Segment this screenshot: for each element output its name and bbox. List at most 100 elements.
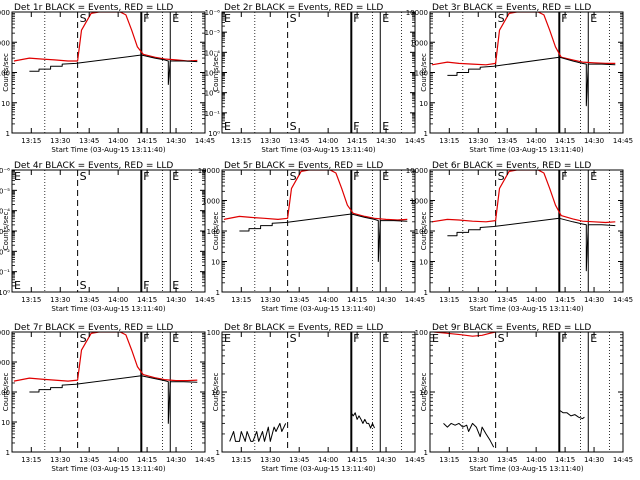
y-tick-label: 10⁻⁴ xyxy=(0,208,10,216)
x-tick-label: 13:30 xyxy=(260,137,280,145)
marker-label: S xyxy=(80,279,87,292)
panel-title: Det 4r BLACK = Events, RED = LLD xyxy=(14,161,173,171)
marker-label: S xyxy=(498,170,505,183)
y-axis-label: Counts/sec xyxy=(420,53,428,92)
panel-title: Det 7r BLACK = Events, RED = LLD xyxy=(14,323,173,333)
y-tick-label: 10000 xyxy=(0,9,10,17)
x-tick-label: 13:30 xyxy=(468,137,488,145)
x-tick-label: 14:30 xyxy=(166,296,186,304)
y-tick-label: 1000 xyxy=(0,359,10,367)
x-tick-label: 13:15 xyxy=(231,456,251,464)
panel-det-2: Det 2r BLACK = Events, RED = LLD Counts/s… xyxy=(205,3,426,154)
marker-label: E xyxy=(224,332,231,345)
panel-det-4: Det 4r BLACK = Events, RED = LLD Counts/s… xyxy=(0,161,215,313)
panel-det-7: Det 7r BLACK = Events, RED = LLD Counts/s… xyxy=(0,323,215,473)
y-axis-label: Counts/sec xyxy=(2,212,10,251)
plot-area: E E S S F F E E xyxy=(14,170,192,292)
y-tick-label: 100 xyxy=(415,70,428,78)
x-tick-label: 14:45 xyxy=(195,456,215,464)
x-tick-label: 13:45 xyxy=(497,456,517,464)
y-tick-label: 1000 xyxy=(410,198,428,206)
lld-series-1 xyxy=(433,332,496,337)
x-tick-label: 13:45 xyxy=(289,137,309,145)
x-tick-label: 14:15 xyxy=(137,296,157,304)
y-tick-label: 10 xyxy=(211,389,220,397)
panel-title: Det 9r BLACK = Events, RED = LLD xyxy=(432,323,591,333)
marker-label: S xyxy=(290,332,297,345)
marker-label: S xyxy=(290,170,297,183)
x-tick-label: 13:15 xyxy=(21,296,41,304)
x-tick-label: 14:15 xyxy=(137,137,157,145)
x-tick-label: 14:30 xyxy=(584,296,604,304)
panel-title: Det 1r BLACK = Events, RED = LLD xyxy=(14,3,173,13)
axes-frame xyxy=(221,331,416,453)
x-tick-label: 13:30 xyxy=(50,456,70,464)
events-series-2 xyxy=(443,422,495,448)
x-tick-label: 14:00 xyxy=(318,296,338,304)
panel-title: Det 8r BLACK = Events, RED = LLD xyxy=(224,323,383,333)
y-axis-label: Counts/sec xyxy=(212,53,220,92)
y-axis-label: Counts/sec xyxy=(420,373,428,412)
x-tick-label: 13:45 xyxy=(497,296,517,304)
x-tick-label: 13:45 xyxy=(79,456,99,464)
x-tick-label: 14:45 xyxy=(195,137,215,145)
axes-frame xyxy=(429,169,624,293)
x-tick-label: 13:15 xyxy=(21,456,41,464)
y-tick-label: 10⁻² xyxy=(205,90,221,98)
y-tick-label: 10⁻³ xyxy=(205,70,221,78)
x-axis-label: Start Time (03-Aug-15 13:11:40) xyxy=(261,305,375,313)
x-tick-label: 14:00 xyxy=(526,296,546,304)
panel-title: Det 3r BLACK = Events, RED = LLD xyxy=(432,3,591,13)
x-axis-label: Start Time (03-Aug-15 13:11:40) xyxy=(469,146,583,154)
y-tick-label: 10 xyxy=(211,259,220,267)
marker-label: F xyxy=(143,332,149,345)
y-tick-label: 10000 xyxy=(198,167,220,175)
x-tick-label: 13:30 xyxy=(468,456,488,464)
x-tick-label: 13:45 xyxy=(79,137,99,145)
events-series-2 xyxy=(29,375,198,424)
y-tick-label: 10⁻⁵ xyxy=(205,29,221,37)
x-tick-label: 14:45 xyxy=(405,296,425,304)
events-series-2 xyxy=(447,56,616,107)
y-tick-label: 10⁰ xyxy=(0,289,10,297)
x-tick-label: 14:00 xyxy=(108,296,128,304)
y-tick-label: 1000 xyxy=(202,198,220,206)
y-tick-label: 1000 xyxy=(410,39,428,47)
panel-det-3: Det 3r BLACK = Events, RED = LLD Counts/s… xyxy=(406,3,633,154)
events-series-2 xyxy=(350,412,375,429)
marker-label: E xyxy=(224,120,231,133)
x-axis-label: Start Time (03-Aug-15 13:11:40) xyxy=(51,146,165,154)
panel-title: Det 6r BLACK = Events, RED = LLD xyxy=(432,161,591,171)
y-tick-label: 10 xyxy=(419,259,428,267)
events-series-2 xyxy=(447,217,616,272)
marker-label: F xyxy=(353,170,359,183)
x-tick-label: 14:15 xyxy=(555,456,575,464)
x-tick-label: 14:15 xyxy=(555,137,575,145)
y-tick-label: 10⁻⁶ xyxy=(0,167,10,175)
x-tick-label: 14:15 xyxy=(137,456,157,464)
marker-label: F xyxy=(561,170,567,183)
y-tick-label: 10⁻¹ xyxy=(205,110,221,118)
y-tick-label: 1 xyxy=(216,289,220,297)
lld-series-1 xyxy=(431,170,616,224)
marker-label: S xyxy=(498,12,505,25)
marker-label: F xyxy=(143,12,149,25)
lld-series-1 xyxy=(13,332,198,382)
marker-label: S xyxy=(80,332,87,345)
y-tick-label: 10 xyxy=(419,389,428,397)
panel-det-8: Det 8r BLACK = Events, RED = LLD Counts/s… xyxy=(207,323,425,473)
x-tick-label: 14:30 xyxy=(584,137,604,145)
y-tick-label: 100 xyxy=(0,389,10,397)
marker-label: F xyxy=(143,279,149,292)
marker-label: E xyxy=(382,170,389,183)
marker-label: E xyxy=(590,170,597,183)
x-axis-label: Start Time (03-Aug-15 13:11:40) xyxy=(51,465,165,473)
x-axis-label: Start Time (03-Aug-15 13:11:40) xyxy=(469,465,583,473)
events-series-1 xyxy=(229,422,287,442)
y-tick-label: 10 xyxy=(1,419,10,427)
x-tick-label: 13:15 xyxy=(231,137,251,145)
marker-label: E xyxy=(590,12,597,25)
events-series-3 xyxy=(559,409,585,420)
